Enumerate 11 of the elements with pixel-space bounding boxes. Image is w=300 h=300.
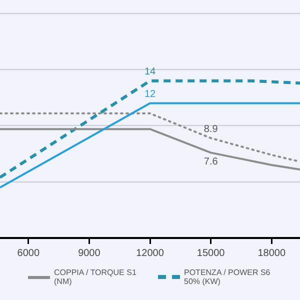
data-label: 14 [144,66,156,78]
x-tick-label: 6000 [17,248,40,259]
legend-label: POTENZA / POWER S6 50% (KW) [184,268,272,286]
legend-label: COPPIA / TORQUE S1 (NM) [54,268,138,286]
x-tick-label: 9000 [78,248,101,259]
data-label: 8.9 [204,124,218,135]
x-tick-label: 18000 [258,248,286,259]
x-tick-label: 15000 [196,248,226,259]
data-label: 7.6 [204,156,218,168]
x-tick-label: 12000 [136,248,164,259]
data-label: 12 [144,89,156,100]
